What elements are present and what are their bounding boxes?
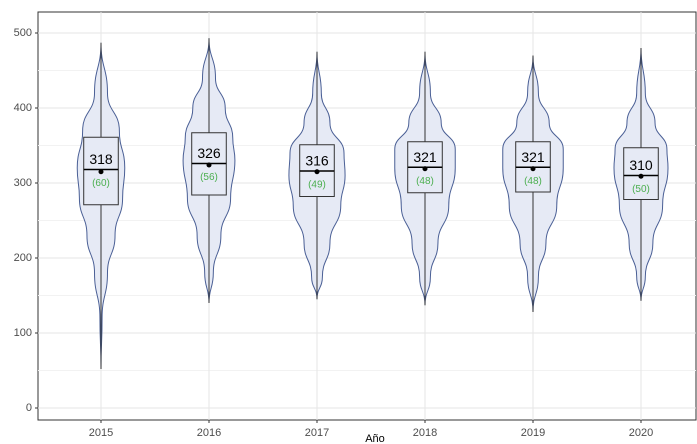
x-axis-label: Año [365, 433, 385, 444]
median-label: 318 [89, 151, 113, 167]
median-label: 326 [197, 145, 221, 161]
box [623, 147, 659, 200]
x-tick-label: 2019 [521, 427, 545, 439]
secondary-label: (50) [632, 184, 650, 195]
mean [638, 173, 644, 179]
y-tick-label: 400 [14, 102, 32, 114]
panel [37, 11, 697, 421]
x-tick-label: 2016 [197, 427, 221, 439]
x-tick-label: 2017 [305, 427, 329, 439]
x-tick-label: 2015 [89, 427, 113, 439]
x-tick-label: 2020 [629, 427, 653, 439]
y-tick-label: 500 [14, 27, 32, 39]
mean [314, 169, 320, 175]
y-tick-label: 300 [14, 177, 32, 189]
mean [530, 166, 536, 172]
median-label: 310 [629, 157, 653, 173]
secondary-label: (60) [92, 178, 110, 189]
secondary-label: (48) [524, 176, 542, 187]
mean [98, 169, 104, 175]
box [83, 136, 119, 206]
mean [206, 162, 212, 168]
secondary-label: (48) [416, 176, 434, 187]
y-tick-label: 0 [26, 402, 32, 414]
secondary-label: (56) [200, 172, 218, 183]
median-label: 321 [413, 149, 437, 165]
mean [422, 166, 428, 172]
x-tick-label: 2018 [413, 427, 437, 439]
median-label: 321 [521, 149, 545, 165]
median-label: 316 [305, 153, 329, 169]
secondary-label: (49) [308, 180, 326, 191]
y-tick-label: 200 [14, 252, 32, 264]
y-tick-label: 100 [14, 327, 32, 339]
